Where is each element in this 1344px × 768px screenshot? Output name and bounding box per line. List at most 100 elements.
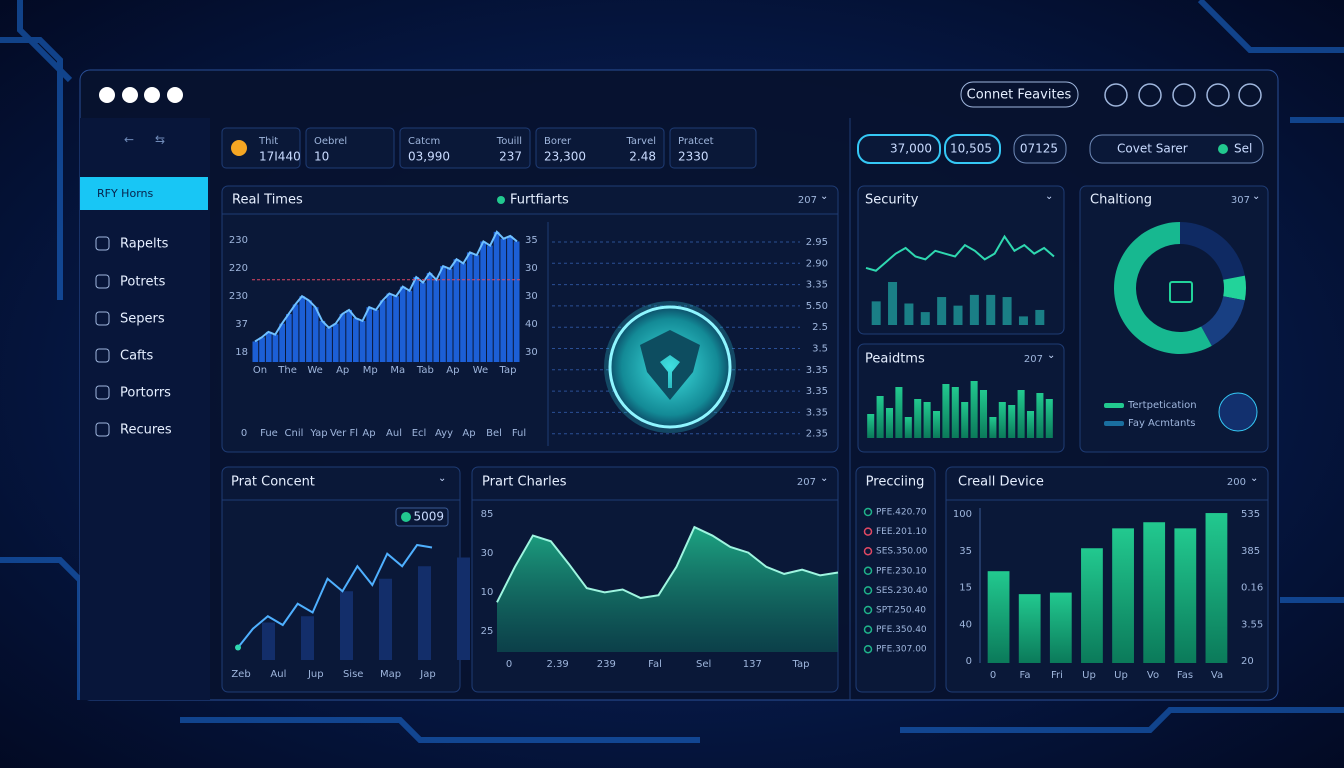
list-item: PFE.230.10: [876, 566, 927, 576]
axis-label: 535: [1241, 509, 1260, 520]
axis-label: 2.90: [806, 258, 828, 269]
bar: [904, 303, 914, 325]
axis-label: Fal: [648, 659, 662, 670]
bar: [262, 622, 275, 660]
axis-label: 137: [743, 659, 762, 670]
bar: [867, 414, 875, 438]
axis-label: 85: [481, 509, 494, 520]
nav-item[interactable]: Potrets: [120, 275, 166, 290]
nav-item[interactable]: Rapelts: [120, 237, 169, 252]
nav-icon: [95, 385, 110, 400]
panel-title: Prart Charles: [482, 475, 567, 490]
bar: [932, 411, 941, 438]
donut-segment: [1223, 275, 1246, 301]
nav-item[interactable]: Portorrs: [120, 386, 171, 401]
server-icon: [1218, 144, 1228, 154]
axis-label: 3.35: [806, 407, 828, 418]
stat-label: Thit: [258, 136, 278, 147]
bar: [279, 323, 285, 362]
header-icon[interactable]: [1238, 83, 1262, 107]
pill[interactable]: [857, 134, 941, 164]
bar: [346, 309, 352, 362]
status-dot: [863, 625, 873, 634]
period-label: 207: [797, 477, 816, 488]
bar: [359, 320, 366, 362]
dropdown-icon[interactable]: ⌄: [1250, 473, 1258, 484]
bar: [272, 334, 279, 362]
stat-value: 03,990: [408, 150, 450, 164]
header-icon[interactable]: [1172, 83, 1196, 107]
axis-label: Aul: [386, 428, 402, 439]
header-icon[interactable]: [1206, 83, 1230, 107]
status-dot: [863, 566, 873, 576]
stat-value: 2330: [678, 150, 709, 164]
bar: [286, 314, 292, 362]
nav-item[interactable]: Recures: [120, 423, 172, 438]
bar: [923, 402, 931, 438]
stat-value: 17I440: [259, 150, 301, 164]
status-dot: [863, 605, 873, 615]
bar: [413, 277, 419, 362]
stat-icon: [231, 140, 247, 156]
shield-badge[interactable]: [608, 305, 732, 429]
dropdown-icon[interactable]: ⌄: [438, 473, 446, 484]
axis-label: Ma: [390, 365, 405, 376]
dropdown-icon[interactable]: ⌄: [1252, 191, 1260, 202]
bar: [319, 320, 326, 362]
dropdown-icon[interactable]: ⌄: [1045, 191, 1053, 202]
dropdown-icon[interactable]: ⌄: [820, 191, 828, 202]
period-label: 207: [798, 195, 817, 206]
bar: [487, 245, 493, 362]
axis-label: 3.35: [806, 386, 828, 397]
axis-label: The: [277, 365, 297, 376]
dropdown-icon[interactable]: ⌄: [820, 473, 828, 484]
pill[interactable]: [944, 134, 1001, 164]
dropdown-icon[interactable]: ⌄: [1047, 350, 1055, 361]
status-dot: [863, 586, 873, 595]
nav-item[interactable]: Cafts: [120, 349, 153, 364]
axis-label: Ayy: [435, 428, 453, 439]
nav-icon: [95, 236, 110, 251]
bar: [500, 238, 507, 362]
bar: [885, 408, 894, 438]
shield-icon: [640, 330, 700, 400]
pill[interactable]: [1013, 134, 1067, 164]
bar: [998, 402, 1006, 438]
next-button[interactable]: [1218, 392, 1258, 432]
server-action: Sel: [1234, 142, 1252, 156]
bar: [446, 268, 453, 362]
bar: [888, 282, 898, 325]
header-button-label: Connet Feavites: [967, 88, 1072, 103]
header-icon[interactable]: [1138, 83, 1162, 107]
list-item: SES.350.00: [876, 547, 928, 557]
axis-label: Fas: [1177, 670, 1193, 681]
axis-label: 15: [959, 583, 972, 594]
stat-box: [669, 127, 757, 169]
stat-label: Tarvel: [625, 136, 656, 147]
axis-label: Up: [1082, 670, 1096, 681]
back-icon[interactable]: ←: [124, 133, 134, 147]
axis-label: 0.16: [1241, 583, 1263, 594]
security-panel: [857, 185, 1065, 335]
nav-item[interactable]: RFY Horns: [97, 187, 153, 200]
panel-title: Real Times: [232, 193, 303, 208]
axis-label: Vo: [1147, 670, 1159, 681]
stat-label: Catcm: [408, 136, 440, 147]
header-icon[interactable]: [1104, 83, 1128, 107]
list-item: SPT.250.40: [876, 606, 926, 616]
bar: [1174, 528, 1197, 663]
precciing-panel: [855, 466, 936, 693]
bar: [1018, 316, 1028, 325]
server-box[interactable]: [1089, 134, 1264, 164]
nav-icon: [95, 422, 110, 437]
header-button[interactable]: [960, 81, 1079, 108]
bar: [453, 259, 460, 362]
stat-label: Oebrel: [314, 136, 347, 147]
bar: [420, 282, 426, 362]
charles-line: [496, 525, 839, 603]
list-item: PFE.307.00: [876, 645, 927, 655]
nav-item[interactable]: Sepers: [120, 312, 165, 327]
forward-icon[interactable]: ⇆: [155, 133, 165, 147]
bar: [353, 318, 359, 362]
axis-label: 25: [481, 626, 494, 637]
